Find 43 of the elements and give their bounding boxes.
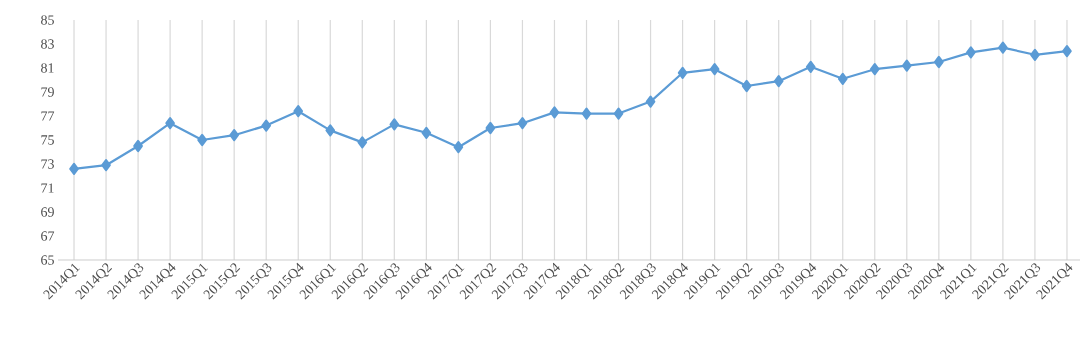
point <box>805 60 816 73</box>
y-tick-label: 77 <box>41 111 55 121</box>
y-tick-label: 65 <box>41 255 54 265</box>
y-tick-label: 71 <box>41 183 54 193</box>
point <box>934 55 944 69</box>
point <box>549 106 560 119</box>
y-tick-label: 79 <box>41 87 54 97</box>
point <box>645 95 656 108</box>
point <box>998 41 1008 54</box>
point <box>677 66 688 79</box>
y-tick-label: 75 <box>41 135 54 145</box>
point <box>1030 48 1040 61</box>
point <box>709 63 720 76</box>
point <box>773 75 784 88</box>
point <box>517 117 528 130</box>
point <box>69 162 79 175</box>
point <box>901 59 912 72</box>
point <box>229 129 239 142</box>
point <box>741 79 752 93</box>
point <box>1062 45 1072 58</box>
y-tick-label: 67 <box>41 231 55 241</box>
point <box>325 124 336 137</box>
point <box>389 118 400 131</box>
point <box>485 121 496 135</box>
y-tick-label: 81 <box>41 63 54 73</box>
point <box>869 63 880 76</box>
point <box>165 117 175 130</box>
point <box>101 159 111 172</box>
y-tick-label: 85 <box>41 15 54 25</box>
point <box>837 72 848 85</box>
point <box>966 46 976 59</box>
point <box>421 126 432 139</box>
point <box>581 107 592 120</box>
point <box>613 107 624 120</box>
point <box>133 139 143 153</box>
y-tick-label: 69 <box>41 207 54 217</box>
point <box>293 105 304 118</box>
point <box>197 133 207 147</box>
y-tick-label: 73 <box>41 159 54 169</box>
point <box>357 136 368 149</box>
y-tick-label: 83 <box>41 39 54 49</box>
point <box>261 119 272 132</box>
point <box>453 141 464 154</box>
